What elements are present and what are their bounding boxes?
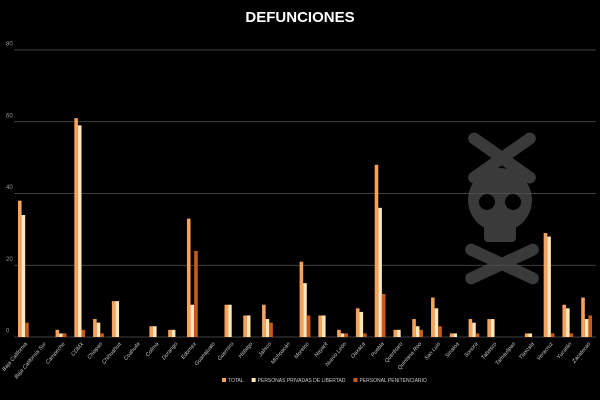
bar xyxy=(453,333,457,337)
bar xyxy=(381,293,386,337)
bar xyxy=(21,215,26,337)
bar xyxy=(93,319,97,337)
bar xyxy=(415,326,420,337)
bar xyxy=(562,304,567,337)
legend-swatch xyxy=(251,378,256,382)
bar xyxy=(412,319,416,337)
bar xyxy=(449,333,454,337)
bar xyxy=(306,315,311,337)
bar xyxy=(431,297,435,337)
y-tick-label: 80 xyxy=(6,42,13,48)
bar xyxy=(337,329,341,337)
bar xyxy=(111,301,116,337)
bar xyxy=(318,315,322,337)
legend-label: PERSONAL PENITENCIARIO xyxy=(359,378,426,384)
bar xyxy=(74,118,78,337)
chart-title: DEFUNCIONES xyxy=(245,9,354,26)
bar xyxy=(62,333,67,337)
bar xyxy=(269,322,273,337)
bar xyxy=(265,319,270,337)
bar xyxy=(100,333,104,337)
bar xyxy=(397,329,401,337)
bar xyxy=(490,319,495,337)
bar xyxy=(186,218,191,337)
y-tick-label: 60 xyxy=(6,113,13,119)
bar xyxy=(475,333,480,337)
bar xyxy=(543,232,548,337)
bar xyxy=(547,236,551,337)
bar xyxy=(115,301,120,337)
legend-label: PERSONAS PRIVADAS DE LIBERTAD xyxy=(258,378,346,384)
bar xyxy=(378,207,382,337)
bar xyxy=(581,297,585,337)
bar xyxy=(59,333,63,337)
bar xyxy=(77,125,82,338)
y-tick-label: 0 xyxy=(6,329,10,335)
bar xyxy=(340,333,345,337)
bar xyxy=(434,308,439,337)
bar xyxy=(487,319,491,337)
bar xyxy=(25,322,29,337)
bar xyxy=(246,315,251,337)
bar xyxy=(359,311,364,337)
bar xyxy=(374,164,379,337)
bar xyxy=(419,329,424,337)
bar xyxy=(468,319,473,337)
bar xyxy=(524,333,529,337)
bar xyxy=(228,304,232,337)
bar xyxy=(321,315,326,337)
bar xyxy=(363,333,367,337)
bar xyxy=(584,319,589,337)
bar xyxy=(566,308,570,337)
bar xyxy=(344,333,348,337)
bar xyxy=(171,329,176,337)
bar xyxy=(438,326,442,337)
bar xyxy=(588,315,593,337)
skull-icon xyxy=(465,132,539,285)
bar xyxy=(168,329,172,337)
bar xyxy=(194,250,198,337)
bar xyxy=(153,326,157,337)
legend-swatch xyxy=(353,378,358,382)
bar xyxy=(569,333,574,337)
bar xyxy=(243,315,247,337)
bar xyxy=(149,326,154,337)
bar xyxy=(299,261,304,337)
bar xyxy=(81,329,86,337)
bar xyxy=(96,322,101,337)
bar xyxy=(303,283,307,337)
bar xyxy=(355,308,360,337)
bar xyxy=(224,304,229,337)
bar xyxy=(262,304,266,337)
bar xyxy=(472,322,476,337)
bar xyxy=(393,329,398,337)
legend-label: TOTAL xyxy=(228,378,244,384)
bar xyxy=(17,200,22,337)
bar xyxy=(55,329,60,337)
legend-swatch xyxy=(222,378,226,382)
y-tick-label: 20 xyxy=(6,257,13,263)
y-tick-label: 40 xyxy=(6,185,13,191)
bar xyxy=(528,333,533,337)
bar xyxy=(550,333,555,337)
bar xyxy=(190,304,195,337)
